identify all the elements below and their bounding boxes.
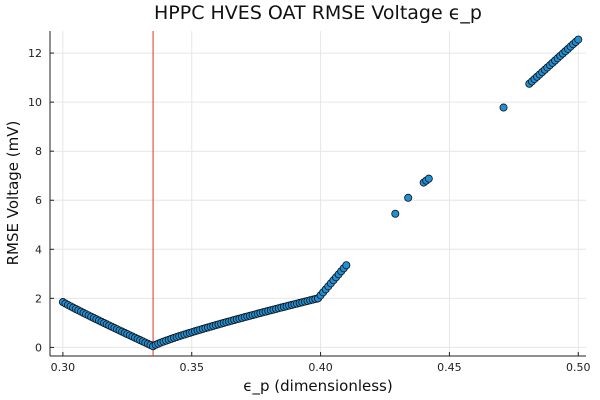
x-tick-label: 0.40 (308, 361, 333, 374)
y-tick-label: 10 (28, 96, 42, 109)
data-points (58, 35, 583, 351)
y-tick-label: 8 (35, 145, 42, 158)
plot-frame (49, 31, 586, 357)
y-tick-label: 2 (35, 292, 42, 305)
y-tick-label: 4 (35, 243, 42, 256)
x-tick-label: 0.35 (179, 361, 204, 374)
data-point (404, 193, 413, 202)
x-tick-label: 0.30 (51, 361, 76, 374)
data-point (424, 174, 433, 183)
y-axis: 0 2 4 6 8 10 12 (28, 47, 54, 354)
data-point (391, 209, 400, 218)
x-axis-label: ϵ_p (dimensionless) (243, 377, 392, 396)
chart-title: HPPC HVES OAT RMSE Voltage ϵ_p (154, 2, 482, 24)
y-tick-label: 0 (35, 341, 42, 354)
grid (50, 31, 586, 356)
x-tick-label: 0.50 (566, 361, 591, 374)
y-tick-label: 12 (28, 47, 42, 60)
data-point (342, 261, 351, 270)
x-tick-label: 0.45 (437, 361, 462, 374)
y-tick-label: 6 (35, 194, 42, 207)
data-point (574, 35, 583, 44)
y-axis-label: RMSE Voltage (mV) (4, 121, 22, 266)
x-axis: 0.30 0.35 0.40 0.45 0.50 (51, 352, 591, 374)
data-point (499, 103, 508, 112)
